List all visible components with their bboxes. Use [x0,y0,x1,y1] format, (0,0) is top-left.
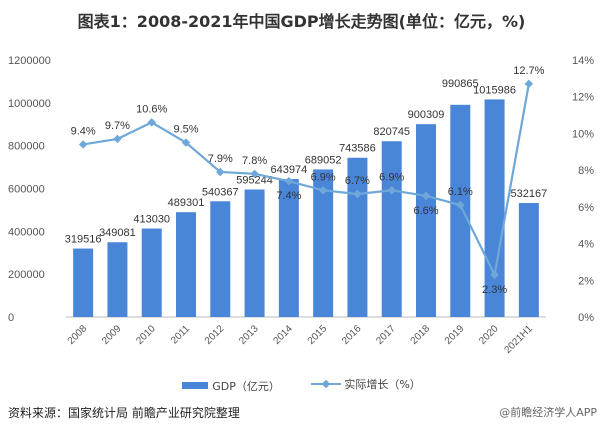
growth-data-label: 6.9% [311,171,336,183]
growth-data-label: 7.4% [276,190,301,202]
x-tick-label: 2010 [134,323,158,347]
gdp-data-label: 489301 [168,197,205,209]
gdp-data-label: 900309 [408,109,445,121]
x-tick-label: 2011 [169,323,192,346]
y-right-tick-label: 10% [572,128,594,140]
y-right-tick-label: 2% [578,275,594,287]
growth-data-label: 7.8% [242,155,267,167]
y-right-tick-label: 0% [578,312,594,324]
gdp-bar [210,201,231,317]
growth-marker [78,140,88,149]
x-tick-label: 2013 [237,323,261,347]
x-tick-label: 2021H1 [502,323,535,356]
legend-label-gdp: GDP（亿元） [212,379,280,393]
growth-marker [387,186,396,195]
gdp-bar [176,212,196,317]
growth-marker [113,134,122,144]
x-tick-label: 2020 [477,323,501,347]
x-tick-label: 2012 [203,323,227,347]
y-left-tick-label: 0 [8,312,14,324]
gdp-data-label: 990865 [442,78,479,90]
gdp-data-label: 820745 [373,126,410,138]
legend-bar-swatch [182,382,209,389]
x-tick-label: 2014 [271,323,295,347]
gdp-bar [313,169,334,317]
growth-marker [318,186,328,195]
growth-marker [181,138,191,147]
growth-marker [490,270,499,280]
growth-marker [456,200,465,210]
growth-marker [421,191,431,201]
growth-marker [216,167,225,177]
y-right-tick-label: 4% [578,239,594,251]
legend: GDP（亿元） 实际增长（%） [0,376,603,394]
gdp-data-label: 540367 [202,186,239,198]
gdp-bar [347,157,368,317]
gdp-bar [73,248,94,317]
gdp-data-label: 532167 [510,188,547,200]
gdp-data-label: 689052 [305,154,342,166]
x-tick-label: 2016 [340,323,364,347]
y-right-tick-label: 14% [572,55,594,67]
x-tick-label: 2015 [306,323,330,347]
gdp-bar [416,124,436,317]
x-tick-label: 2017 [374,323,398,347]
growth-data-label: 10.6% [136,103,167,115]
x-tick-label: 2018 [409,323,433,347]
gdp-data-label: 1015986 [473,84,516,96]
growth-data-label: 9.4% [71,125,96,137]
y-left-tick-label: 800000 [8,141,45,153]
x-tick-label: 2009 [100,323,124,347]
y-right-tick-label: 6% [578,202,594,214]
y-right-tick-label: 8% [578,165,594,177]
growth-data-label: 6.7% [345,175,370,187]
gdp-data-label: 743586 [339,143,376,155]
gdp-bar [278,179,299,317]
growth-data-label: 12.7% [513,65,544,77]
growth-data-label: 6.9% [379,171,404,183]
legend-line-swatch [311,379,342,389]
chart-title: 图表1：2008-2021年中国GDP增长走势图(单位：亿元，%) [77,12,526,31]
y-left-tick-label: 600000 [8,184,45,196]
growth-data-label: 9.7% [105,120,130,132]
gdp-bar [381,141,402,317]
growth-marker [353,189,362,199]
growth-data-label: 2.3% [482,284,507,296]
gdp-bar [244,189,265,317]
gdp-bar [141,228,162,317]
gdp-bar [450,104,471,317]
growth-data-label: 9.5% [173,124,198,136]
source-note: 资料来源：国家统计局 前瞻产业研究院整理 [8,406,240,420]
gdp-data-label: 595244 [236,175,273,187]
growth-marker [284,176,294,186]
legend-label-growth: 实际增长（%） [344,378,421,391]
gdp-data-label: 319516 [65,234,102,246]
gdp-data-label: 413030 [133,214,170,226]
y-left-tick-label: 400000 [8,226,45,238]
growth-data-label: 6.1% [448,186,473,198]
x-tick-label: 2008 [66,323,90,347]
gdp-data-label: 643974 [270,164,307,176]
y-left-tick-label: 200000 [8,269,45,281]
growth-line [82,83,530,279]
gdp-bar [518,203,539,317]
x-tick-label: 2019 [443,323,467,347]
y-right-tick-label: 12% [572,92,594,104]
growth-data-label: 6.6% [413,205,438,217]
growth-marker [524,79,534,89]
gdp-bar [107,242,128,317]
legend-item-growth: 实际增长（%） [311,376,421,392]
legend-item-gdp: GDP（亿元） [182,378,280,394]
y-left-tick-label: 1200000 [8,55,51,67]
growth-data-label: 7.9% [208,153,233,165]
y-left-tick-label: 1000000 [8,98,51,110]
watermark: @前瞻经济学人APP [499,406,597,419]
gdp-data-label: 349081 [99,227,136,239]
growth-marker [147,118,156,127]
